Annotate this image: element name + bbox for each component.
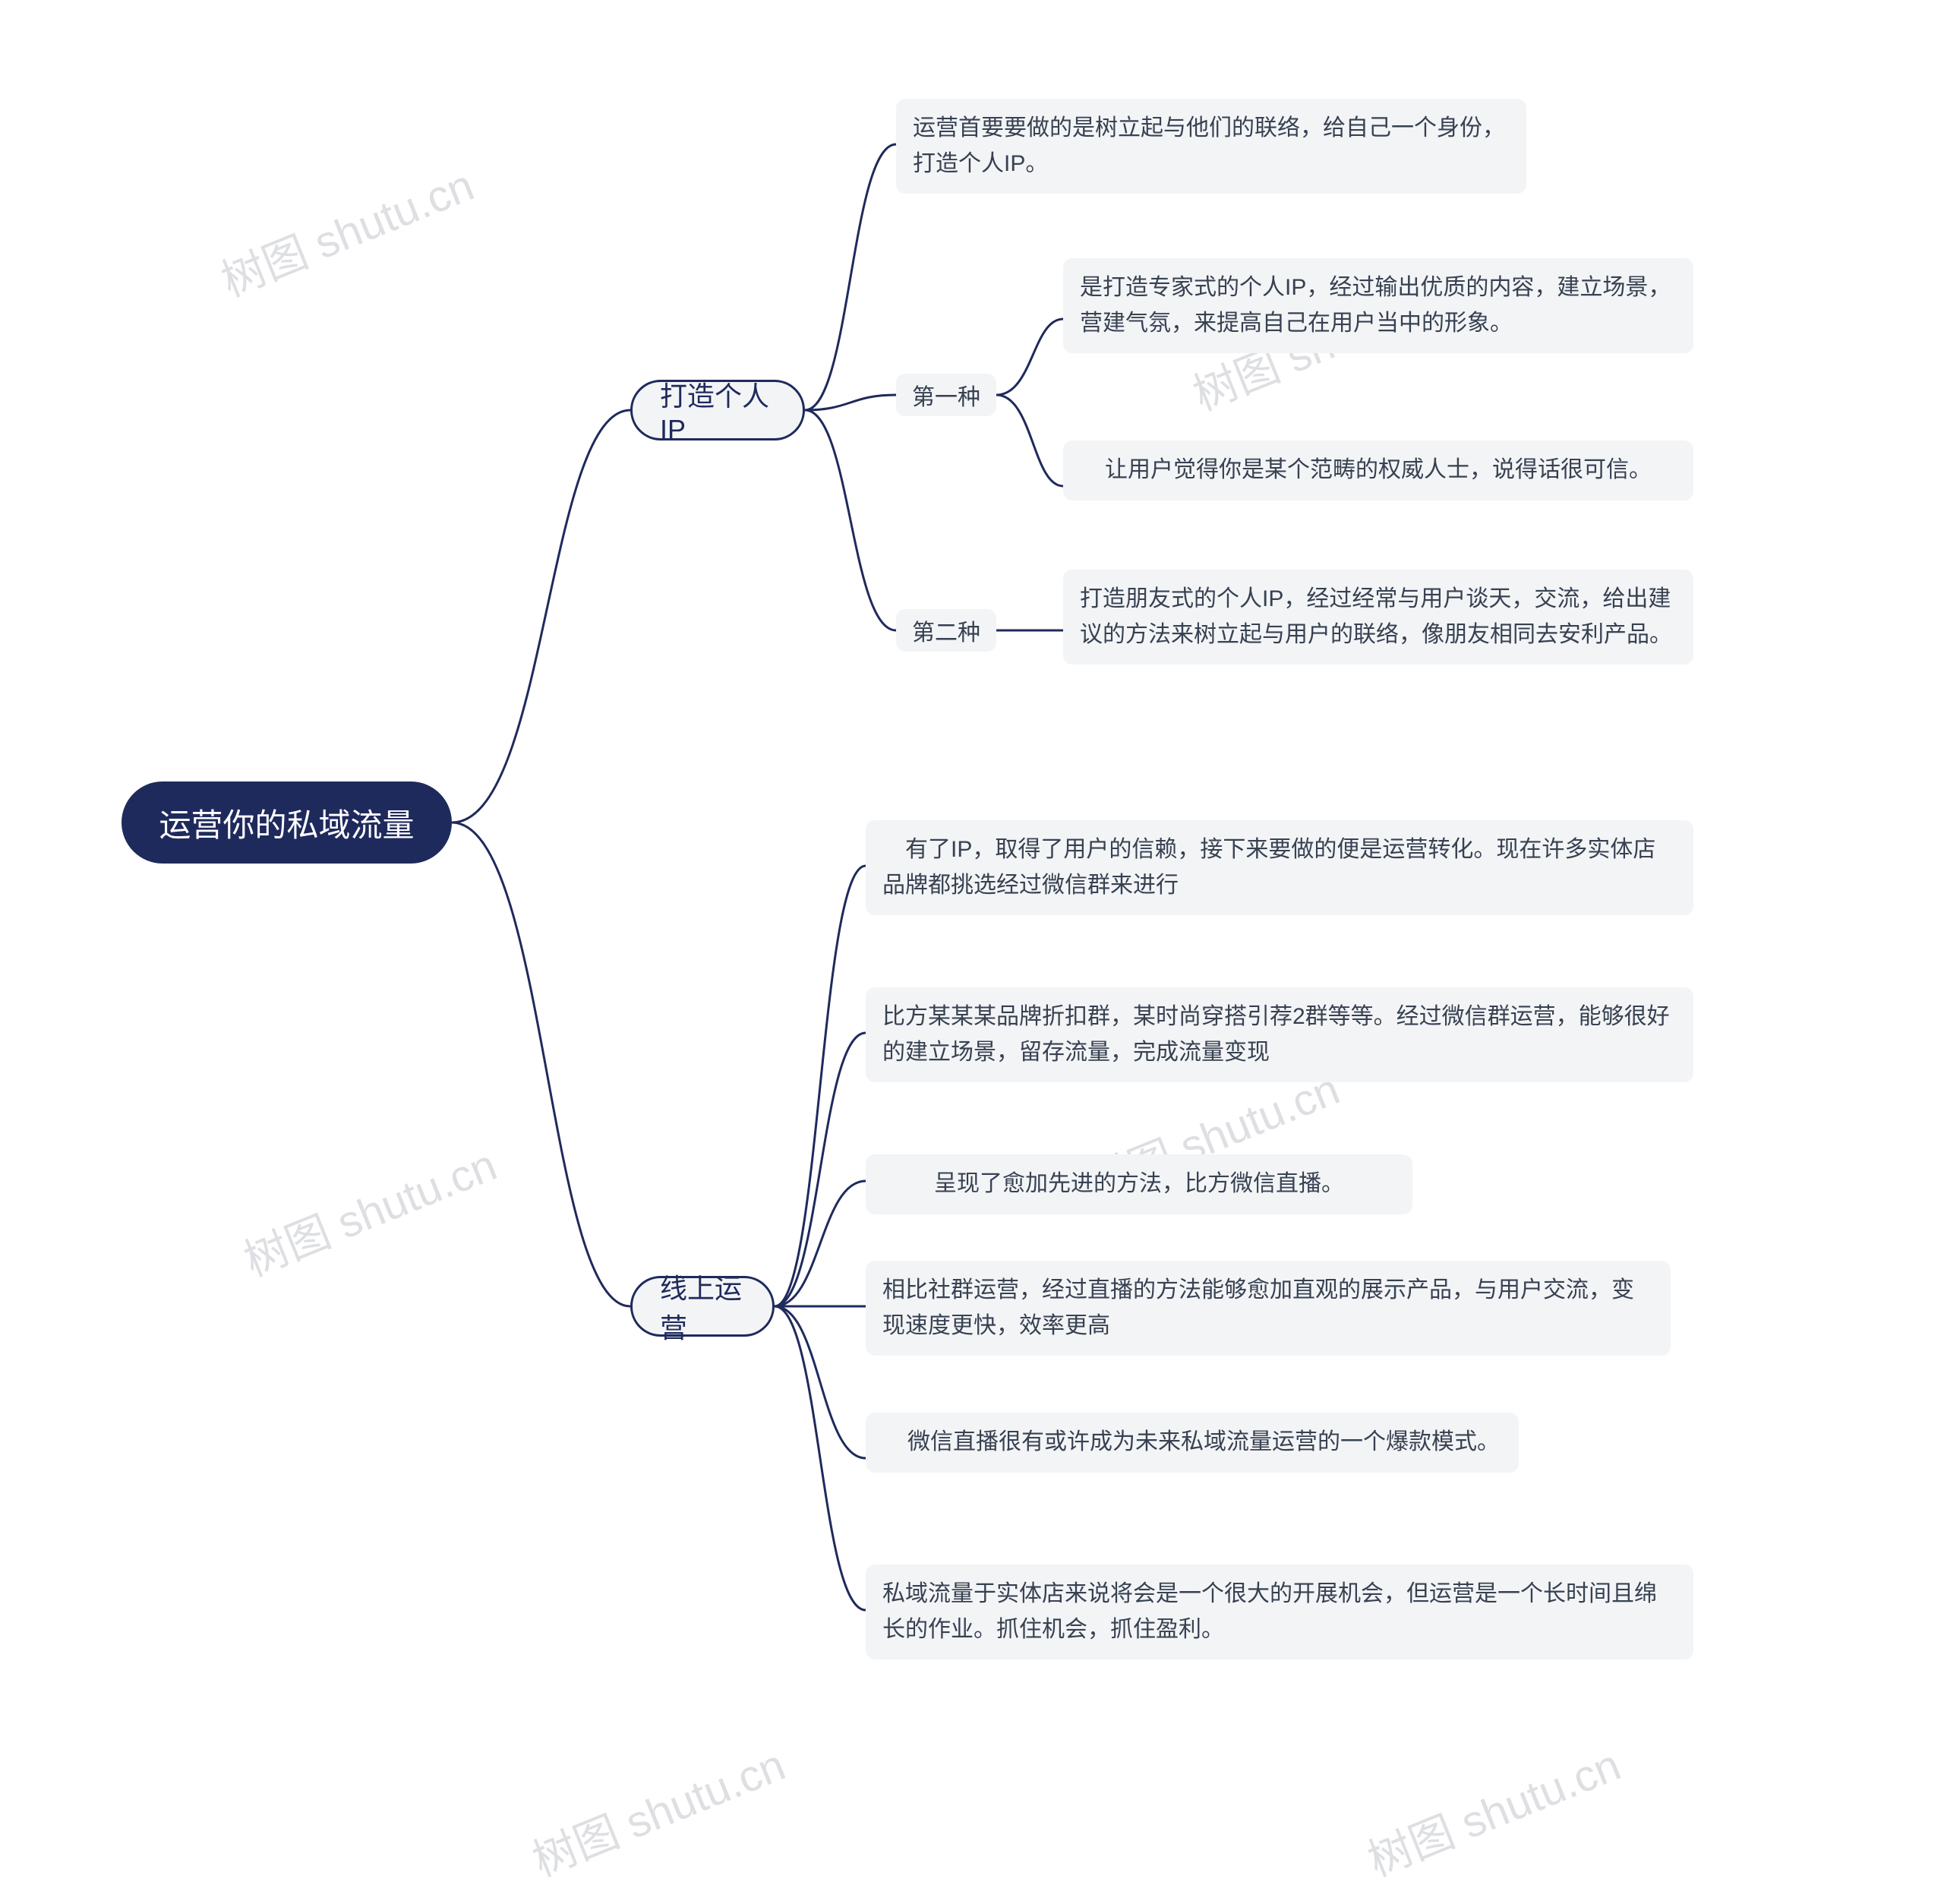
watermark: 树图 shutu.cn [233, 1129, 504, 1289]
watermark: 树图 shutu.cn [522, 1729, 793, 1889]
leaf-text: 打造朋友式的个人IP，经过经常与用户谈天，交流，给出建议的方法来树立起与用户的联… [1080, 582, 1677, 652]
mindmap-canvas: 树图 shutu.cn 树图 shutu.cn 树图 shutu.cn 树图 s… [0, 0, 1944, 1904]
root-node[interactable]: 运营你的私域流量 [122, 781, 452, 864]
leaf-text: 有了IP，取得了用户的信赖，接下来要做的便是运营转化。现在许多实体店品牌都挑选经… [882, 832, 1677, 903]
leaf-node[interactable]: 比方某某某品牌折扣群，某时尚穿搭引荐2群等等。经过微信群运营，能够很好的建立场景… [866, 987, 1693, 1082]
root-label: 运营你的私域流量 [159, 800, 414, 846]
leaf-node[interactable]: 微信直播很有或许成为未来私域流量运营的一个爆款模式。 [866, 1413, 1519, 1473]
watermark: 树图 shutu.cn [210, 150, 481, 309]
watermark: 树图 shutu.cn [1357, 1729, 1628, 1889]
leaf-node[interactable]: 相比社群运营，经过直播的方法能够愈加直观的展示产品，与用户交流，变现速度更快，效… [866, 1261, 1671, 1356]
leaf-node[interactable]: 是打造专家式的个人IP，经过输出优质的内容，建立场景，营建气氛，来提高自己在用户… [1063, 258, 1693, 353]
leaf-text: 相比社群运营，经过直播的方法能够愈加直观的展示产品，与用户交流，变现速度更快，效… [882, 1273, 1654, 1344]
leaf-text: 运营首要要做的是树立起与他们的联络，给自己一个身份，打造个人IP。 [913, 111, 1510, 182]
mid-node-type1[interactable]: 第一种 [896, 374, 996, 416]
leaf-text: 比方某某某品牌折扣群，某时尚穿搭引荐2群等等。经过微信群运营，能够很好的建立场景… [882, 999, 1677, 1070]
mid-label: 第一种 [912, 378, 980, 412]
leaf-node[interactable]: 私域流量于实体店来说将会是一个很大的开展机会，但运营是一个长时间且绵长的作业。抓… [866, 1565, 1693, 1659]
leaf-text: 微信直播很有或许成为未来私域流量运营的一个爆款模式。 [885, 1425, 1500, 1460]
leaf-text: 让用户觉得你是某个范畴的权威人士，说得话很可信。 [1105, 453, 1652, 488]
leaf-node[interactable]: 让用户觉得你是某个范畴的权威人士，说得话很可信。 [1063, 440, 1693, 500]
leaf-node[interactable]: 运营首要要做的是树立起与他们的联络，给自己一个身份，打造个人IP。 [896, 99, 1526, 194]
leaf-node[interactable]: 呈现了愈加先进的方法，比方微信直播。 [866, 1154, 1412, 1214]
leaf-text: 私域流量于实体店来说将会是一个很大的开展机会，但运营是一个长时间且绵长的作业。抓… [882, 1577, 1677, 1647]
leaf-text: 是打造专家式的个人IP，经过输出优质的内容，建立场景，营建气氛，来提高自己在用户… [1080, 270, 1677, 341]
branch-node-online[interactable]: 线上运营 [630, 1276, 775, 1337]
mid-label: 第二种 [912, 614, 980, 647]
branch-node-ip[interactable]: 打造个人IP [630, 380, 805, 440]
branch-label: 打造个人IP [660, 374, 775, 446]
leaf-node[interactable]: 有了IP，取得了用户的信赖，接下来要做的便是运营转化。现在许多实体店品牌都挑选经… [866, 820, 1693, 915]
branch-label: 线上运营 [660, 1267, 745, 1346]
leaf-text: 呈现了愈加先进的方法，比方微信直播。 [934, 1167, 1344, 1202]
mid-node-type2[interactable]: 第二种 [896, 609, 996, 652]
leaf-node[interactable]: 打造朋友式的个人IP，经过经常与用户谈天，交流，给出建议的方法来树立起与用户的联… [1063, 570, 1693, 665]
